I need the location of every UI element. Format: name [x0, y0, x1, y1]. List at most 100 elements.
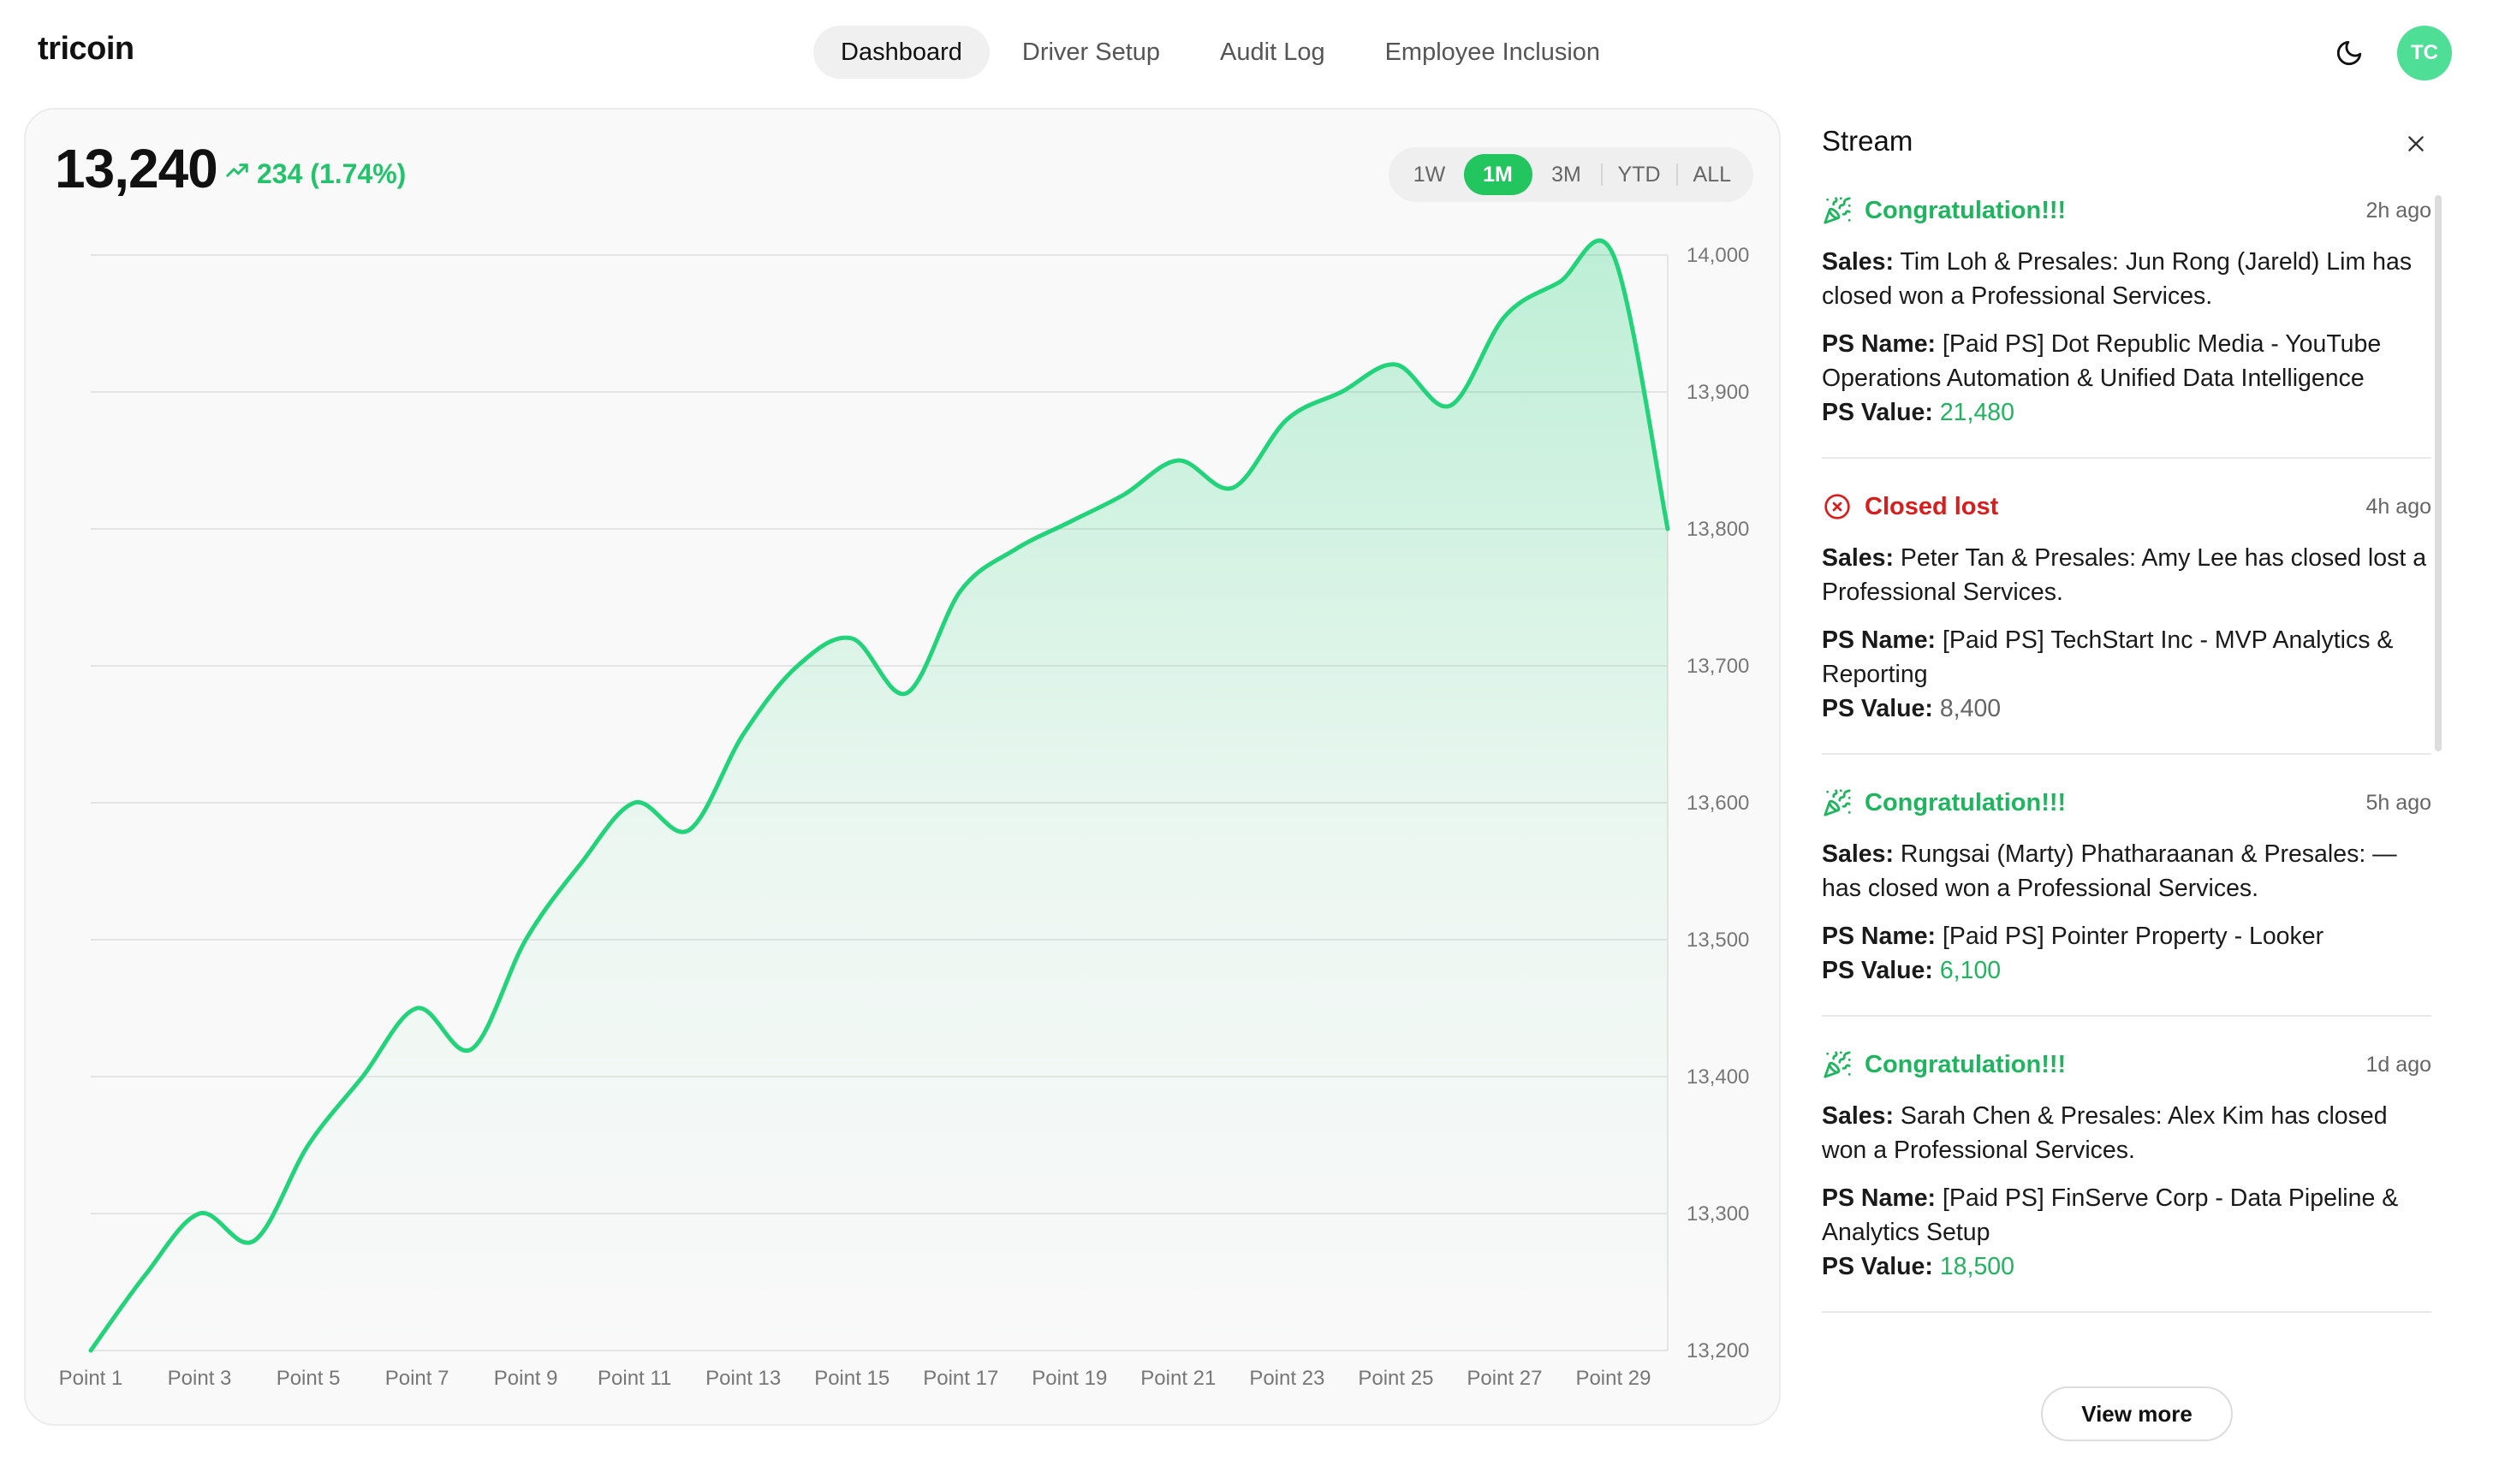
stream-scrollbar[interactable] — [2435, 195, 2442, 751]
ps-name-label: PS Name: — [1822, 330, 1936, 358]
tab-employee-inclusion[interactable]: Employee Inclusion — [1358, 26, 1627, 79]
stream-item-status: Congratulation!!! — [1865, 789, 2066, 817]
x-tick-label: Point 29 — [1575, 1367, 1651, 1390]
stream-divider — [1822, 457, 2431, 459]
sales-text: Peter Tan & Presales: Amy Lee has closed… — [1822, 544, 2426, 606]
data-point — [143, 1273, 148, 1278]
ps-name-label: PS Name: — [1822, 923, 1936, 950]
y-tick-label: 13,400 — [1687, 1066, 1749, 1089]
stream-item: Congratulation!!! 5h ago Sales: Rungsai … — [1822, 782, 2431, 988]
stream-divider — [1822, 1311, 2431, 1313]
app-logo[interactable]: tricoin — [38, 31, 134, 68]
moon-icon[interactable] — [2330, 34, 2368, 72]
sales-label: Sales: — [1822, 544, 1894, 572]
ps-value-label: PS Value: — [1822, 399, 1933, 426]
y-tick-label: 13,700 — [1687, 655, 1749, 678]
sales-text: Tim Loh & Presales: Jun Rong (Jareld) Li… — [1822, 248, 2412, 310]
stream-item-time: 4h ago — [2366, 495, 2431, 519]
stream-item-ps-value: PS Value: 6,100 — [1822, 953, 2431, 988]
ps-value-label: PS Value: — [1822, 695, 1933, 722]
stream-item-status: Congratulation!!! — [1865, 1051, 2066, 1079]
stream-item: Congratulation!!! 1d ago Sales: Sarah Ch… — [1822, 1044, 2431, 1284]
x-tick-label: Point 11 — [598, 1367, 671, 1390]
data-point — [1556, 280, 1562, 285]
x-tick-label: Point 21 — [1140, 1367, 1216, 1390]
y-tick-label: 13,600 — [1687, 792, 1749, 815]
data-point — [1013, 547, 1018, 552]
tab-driver-setup[interactable]: Driver Setup — [995, 26, 1187, 79]
y-tick-label: 13,800 — [1687, 518, 1749, 541]
data-point — [197, 1211, 202, 1216]
ps-value-label: PS Value: — [1822, 957, 1933, 984]
stream-item-ps-name: PS Name: [Paid PS] TechStart Inc - MVP A… — [1822, 623, 2431, 692]
stream-item-header: Congratulation!!! 2h ago — [1822, 190, 2431, 231]
area-chart[interactable]: 14,000 13,900 13,800 13,700 13,600 13,500 13,4… — [26, 110, 1781, 1426]
chart-card: 13,240 234 (1.74%) 1W 1M 3M YTD ALL 14,0… — [24, 108, 1781, 1426]
x-tick-label: Point 25 — [1358, 1367, 1433, 1390]
data-point — [1610, 252, 1615, 258]
y-tick-label: 14,000 — [1687, 244, 1749, 267]
data-point — [632, 800, 637, 805]
stream-item: Closed lost 4h ago Sales: Peter Tan & Pr… — [1822, 486, 2431, 726]
view-more-button[interactable]: View more — [2041, 1386, 2233, 1441]
x-tick-label: Point 3 — [168, 1367, 232, 1390]
data-point — [687, 828, 692, 833]
main-nav: Dashboard Driver Setup Audit Log Employe… — [813, 26, 1627, 79]
stream-item-header: Closed lost 4h ago — [1822, 486, 2431, 527]
x-tick-label: Point 9 — [494, 1367, 558, 1390]
data-point — [1448, 403, 1453, 408]
stream-item-header: Congratulation!!! 5h ago — [1822, 782, 2431, 823]
x-tick-label: Point 5 — [277, 1367, 341, 1390]
stream-item-time: 5h ago — [2366, 791, 2431, 816]
ps-name-label: PS Name: — [1822, 626, 1936, 654]
data-point — [795, 663, 800, 668]
stream-item-time: 2h ago — [2366, 199, 2431, 223]
tab-audit-log[interactable]: Audit Log — [1193, 26, 1353, 79]
data-point — [88, 1348, 93, 1353]
header-actions: TC — [2330, 26, 2452, 80]
stream-item-header: Congratulation!!! 1d ago — [1822, 1044, 2431, 1085]
party-popper-icon — [1822, 787, 1853, 818]
x-circle-icon — [1822, 491, 1853, 522]
sales-label: Sales: — [1822, 840, 1894, 868]
data-point — [1284, 417, 1289, 422]
data-point — [849, 636, 854, 641]
stream-item-sales: Sales: Tim Loh & Presales: Jun Rong (Jar… — [1822, 245, 2431, 313]
data-point — [414, 1006, 419, 1011]
x-tick-label: Point 19 — [1032, 1367, 1107, 1390]
close-icon[interactable] — [2401, 128, 2431, 159]
ps-value-text: 18,500 — [1940, 1253, 2014, 1280]
data-point — [1393, 362, 1398, 367]
data-point — [958, 588, 963, 593]
stream-item-ps-name: PS Name: [Paid PS] Dot Republic Media - … — [1822, 327, 2431, 395]
stream-item-time: 1d ago — [2366, 1053, 2431, 1077]
ps-name-label: PS Name: — [1822, 1184, 1936, 1212]
ps-name-text: [Paid PS] Pointer Property - Looker — [1943, 923, 2323, 950]
x-tick-label: Point 13 — [705, 1367, 781, 1390]
stream-item-status: Closed lost — [1865, 493, 1998, 521]
x-tick-label: Point 7 — [385, 1367, 449, 1390]
data-point — [360, 1074, 366, 1079]
x-tick-label: Point 15 — [814, 1367, 890, 1390]
stream-item-ps-value: PS Value: 21,480 — [1822, 395, 2431, 430]
data-point — [1122, 492, 1127, 497]
data-point — [1175, 458, 1181, 463]
x-tick-label: Point 17 — [923, 1367, 998, 1390]
data-point — [904, 691, 909, 696]
stream-item-ps-value: PS Value: 18,500 — [1822, 1250, 2431, 1284]
avatar[interactable]: TC — [2397, 26, 2452, 80]
stream-item: Congratulation!!! 2h ago Sales: Tim Loh … — [1822, 190, 2431, 430]
data-point — [1665, 526, 1670, 531]
top-header: tricoin Dashboard Driver Setup Audit Log… — [0, 0, 2493, 106]
ps-value-text: 8,400 — [1940, 695, 2001, 722]
stream-item-sales: Sales: Sarah Chen & Presales: Alex Kim h… — [1822, 1099, 2431, 1167]
area-fill — [91, 240, 1668, 1350]
stream-divider — [1822, 1015, 2431, 1017]
data-point — [1339, 389, 1344, 395]
y-tick-label: 13,500 — [1687, 929, 1749, 952]
data-point — [523, 937, 528, 942]
stream-divider — [1822, 753, 2431, 755]
tab-dashboard[interactable]: Dashboard — [813, 26, 990, 79]
stream-item-ps-name: PS Name: [Paid PS] Pointer Property - Lo… — [1822, 919, 2431, 953]
ps-value-text: 21,480 — [1940, 399, 2014, 426]
